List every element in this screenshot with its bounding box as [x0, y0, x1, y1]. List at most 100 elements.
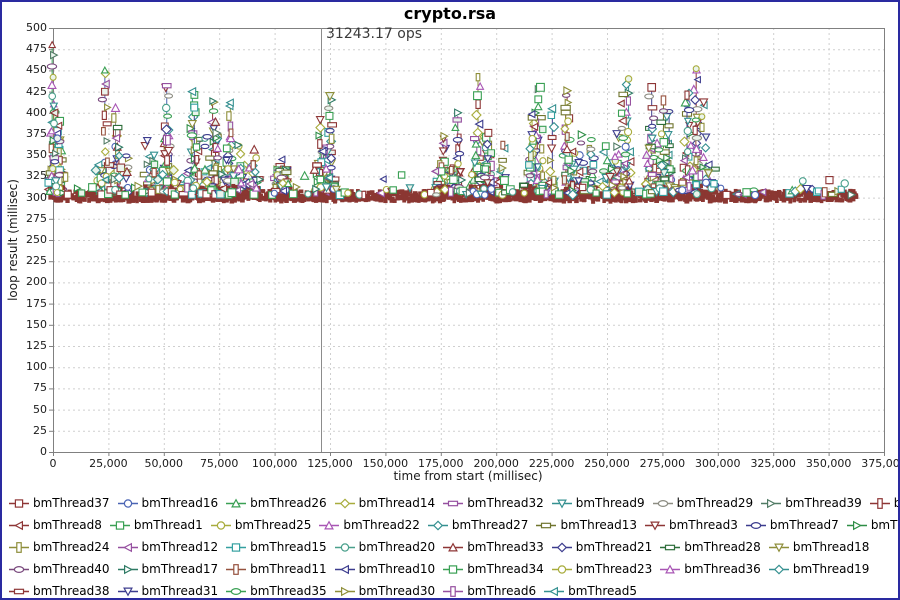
legend-item-label: bmThread5 — [568, 584, 637, 598]
square-marker-icon — [109, 520, 130, 530]
plot-canvas[interactable] — [2, 2, 898, 490]
legend-item-bmThread34: bmThread34 — [442, 562, 544, 576]
y-tick-label: 375 — [26, 127, 47, 140]
triangle-up-marker-icon — [319, 519, 340, 529]
triangle-left-marker-icon — [9, 520, 29, 530]
x-tick-label: 0 — [49, 457, 57, 470]
legend-item-label: bmThread9 — [575, 496, 645, 510]
legend-item-bmThread5: bmThread5 — [543, 584, 637, 598]
legend-item-label: bmThread39 — [785, 496, 862, 510]
triangle-right-marker-icon — [334, 586, 355, 596]
legend-item-bmThread38: bmThread38 — [8, 584, 110, 598]
legend-item-label: bmThread24 — [33, 540, 110, 554]
ellipse-marker-icon — [9, 565, 29, 573]
legend-item-bmThread16: bmThread16 — [117, 496, 219, 510]
circle-marker-icon — [210, 520, 231, 530]
y-tick-label: 0 — [40, 445, 47, 458]
legend-item-label: bmThread8 — [33, 518, 102, 532]
legend-item-label: bmThread33 — [467, 540, 544, 554]
legend-item-bmThread39: bmThread39 — [760, 496, 862, 510]
rect-v-marker-icon — [443, 585, 464, 597]
legend-item-label: bmThread15 — [250, 540, 327, 554]
x-tick-label: 25,000 — [89, 457, 128, 470]
legend-item-bmThread13: bmThread13 — [535, 518, 637, 532]
y-tick-label: 300 — [26, 190, 47, 204]
legend-item-label: bmThread4 — [870, 518, 898, 532]
x-tick-label: 50,000 — [144, 457, 184, 470]
y-axis-title: loop result (millisec) — [6, 179, 20, 301]
legend-item-label: bmThread32 — [467, 496, 544, 510]
legend-item-label: bmThread23 — [575, 562, 653, 576]
triangle-down-marker-icon — [117, 587, 138, 597]
y-tick-label: 500 — [26, 21, 47, 34]
legend-item-bmThread23: bmThread23 — [551, 562, 653, 576]
y-tick-label: 25 — [33, 423, 47, 437]
legend-item-bmThread7: bmThread7 — [745, 518, 839, 532]
legend-item-label: bmThread3 — [669, 518, 738, 532]
legend: bmThread37 bmThread16 bmThread26 bmThread14… — [8, 492, 898, 598]
legend-row: bmThread8 bmThread1 bmThread25 bmThread22 bm… — [8, 514, 898, 536]
legend-item-label: bmThread37 — [33, 496, 110, 510]
legend-item-label: bmThread27 — [451, 518, 529, 532]
y-tick-label: 175 — [26, 296, 47, 310]
legend-item-bmThread33: bmThread33 — [442, 540, 544, 554]
y-tick-label: 50 — [33, 402, 47, 416]
x-axis-title: time from start (millisec) — [393, 469, 543, 483]
x-tick-label: 300,000 — [695, 457, 741, 470]
legend-item-label: bmThread34 — [467, 562, 544, 576]
triangle-up-marker-icon — [443, 541, 464, 551]
legend-item-label: bmThread16 — [141, 496, 219, 510]
legend-item-bmThread20: bmThread20 — [334, 540, 435, 554]
legend-item-bmThread2: bmThread2 — [869, 496, 898, 510]
legend-item-bmThread29: bmThread29 — [652, 496, 753, 510]
legend-item-bmThread32: bmThread32 — [442, 496, 544, 510]
legend-item-bmThread8: bmThread8 — [8, 518, 102, 532]
legend-item-label: bmThread11 — [250, 562, 327, 576]
legend-item-bmThread11: bmThread11 — [225, 562, 327, 576]
legend-item-bmThread10: bmThread10 — [334, 562, 436, 576]
legend-item-bmThread12: bmThread12 — [117, 540, 218, 554]
legend-item-bmThread1: bmThread1 — [109, 518, 203, 532]
legend-item-bmThread4: bmThread4 — [846, 518, 898, 532]
legend-item-bmThread40: bmThread40 — [8, 562, 110, 576]
legend-item-label: bmThread7 — [769, 518, 839, 532]
triangle-right-marker-icon — [846, 520, 867, 530]
legend-item-label: bmThread22 — [343, 518, 420, 532]
legend-item-bmThread9: bmThread9 — [551, 496, 645, 510]
rect-v-marker-icon — [869, 497, 890, 509]
triangle-left-marker-icon — [334, 564, 355, 574]
legend-item-label: bmThread6 — [467, 584, 537, 598]
legend-item-bmThread22: bmThread22 — [318, 518, 420, 532]
legend-item-label: bmThread36 — [684, 562, 761, 576]
legend-item-label: bmThread1 — [133, 518, 203, 532]
legend-item-bmThread35: bmThread35 — [225, 584, 327, 598]
y-tick-label: 75 — [33, 381, 47, 395]
y-tick-label: 325 — [26, 169, 47, 183]
diamond-marker-icon — [334, 497, 355, 509]
x-tick-label: 200,000 — [473, 457, 519, 470]
y-tick-label: 450 — [26, 63, 47, 77]
diamond-marker-icon — [551, 541, 572, 553]
legend-item-label: bmThread30 — [358, 584, 436, 598]
legend-item-label: bmThread10 — [358, 562, 436, 576]
x-tick-label: 225,000 — [528, 457, 575, 470]
circle-marker-icon — [334, 542, 355, 552]
y-tick-label: 125 — [26, 339, 47, 352]
legend-item-label: bmThread40 — [33, 562, 110, 576]
legend-item-label: bmThread2 — [894, 496, 898, 510]
y-tick-label: 100 — [26, 360, 47, 374]
square-marker-icon — [9, 498, 29, 508]
legend-item-bmThread26: bmThread26 — [225, 496, 327, 510]
legend-item-bmThread17: bmThread17 — [117, 562, 218, 576]
legend-item-bmThread6: bmThread6 — [442, 584, 536, 598]
y-tick-label: 225 — [26, 254, 47, 268]
legend-item-label: bmThread35 — [250, 584, 327, 598]
y-tick-label: 425 — [26, 84, 47, 98]
y-tick-label: 475 — [26, 42, 47, 56]
x-tick-label: 375,000 — [861, 457, 900, 470]
triangle-up-marker-icon — [660, 563, 681, 573]
x-tick-label: 350,000 — [805, 457, 852, 470]
x-tick-label: 325,000 — [750, 457, 796, 470]
legend-row: bmThread24 bmThread12 bmThread15 bmThread20… — [8, 536, 896, 558]
